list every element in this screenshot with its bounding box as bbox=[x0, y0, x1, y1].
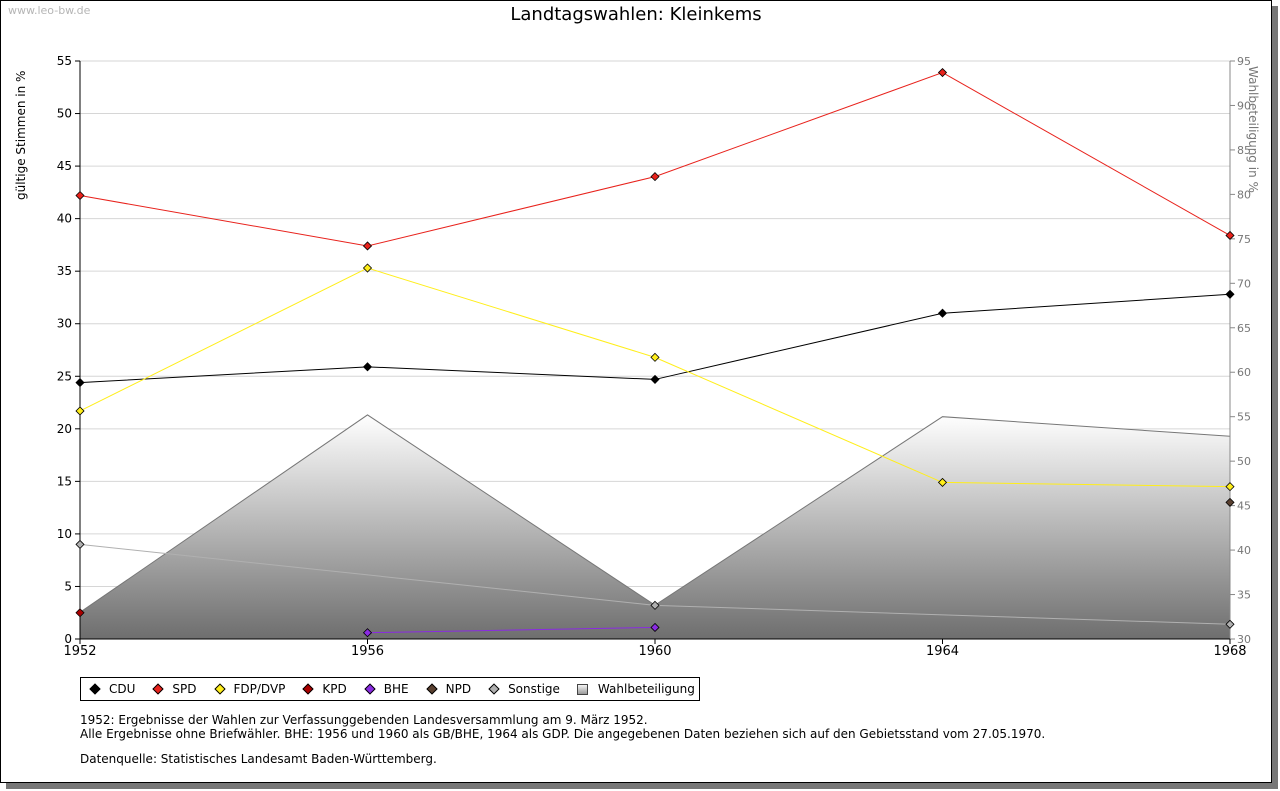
legend-item-npd: NPD bbox=[424, 682, 471, 696]
y-tick-label-25: 25 bbox=[57, 369, 72, 383]
point-fdp-dvp-1952 bbox=[75, 406, 85, 416]
point-sonstige-1952 bbox=[75, 539, 85, 549]
y-tick-label-15: 15 bbox=[57, 474, 72, 488]
legend-label-fdp-dvp: FDP/DVP bbox=[233, 682, 286, 696]
legend-item-wahlbeteiligung: Wahlbeteiligung bbox=[575, 682, 695, 696]
watermark: www.leo-bw.de bbox=[8, 4, 91, 17]
frame-shadow-bottom bbox=[6, 783, 1278, 789]
point-cdu-1968 bbox=[1225, 289, 1235, 299]
point-spd-1968 bbox=[1225, 230, 1235, 241]
point-spd-1956 bbox=[362, 241, 373, 251]
y2-tick-label-40: 40 bbox=[1237, 544, 1251, 557]
point-fdp-dvp-1956 bbox=[362, 263, 373, 273]
legend-marker-sonstige bbox=[488, 683, 500, 695]
tick-labels: 0 5 10 15 20 25 30 35 40 45 50 55 30 35 40 45 50 55 60 65 70… bbox=[57, 54, 1251, 659]
legend-label-wahlbeteiligung: Wahlbeteiligung bbox=[597, 682, 695, 696]
legend-label-npd: NPD bbox=[445, 682, 472, 696]
y2-tick-label-50: 50 bbox=[1237, 455, 1251, 468]
point-sonstige-1960 bbox=[650, 600, 660, 610]
y2-tick-label-80: 80 bbox=[1237, 188, 1251, 201]
y-tick-label-50: 50 bbox=[57, 107, 72, 121]
legend-label-cdu: CDU bbox=[109, 682, 136, 696]
legend-label-spd: SPD bbox=[172, 682, 197, 696]
point-cdu-1964 bbox=[937, 308, 948, 318]
point-fdp-dvp-1960 bbox=[650, 352, 660, 362]
area-wahlbeteiligung bbox=[80, 414, 1230, 639]
legend-item-kpd: KPD bbox=[300, 682, 347, 696]
y2-tick-label-85: 85 bbox=[1237, 144, 1251, 157]
series-line-spd bbox=[79, 72, 1231, 247]
y-tick-label-10: 10 bbox=[57, 527, 72, 541]
legend-label-kpd: KPD bbox=[322, 682, 347, 696]
footnote-1952: 1952: Ergebnisse der Wahlen zur Verfassu… bbox=[80, 713, 648, 727]
frame-shadow-right bbox=[1272, 6, 1278, 789]
y-tick-label-20: 20 bbox=[57, 422, 72, 436]
y2-tick-label-35: 35 bbox=[1237, 589, 1251, 602]
footnote-general: Alle Ergebnisse ohne Briefwähler. BHE: 1… bbox=[80, 727, 1046, 741]
legend-marker-npd bbox=[425, 683, 438, 695]
point-cdu-1956 bbox=[362, 362, 373, 372]
legend-item-bhe: BHE bbox=[362, 682, 409, 696]
legend-label-bhe: BHE bbox=[383, 682, 409, 696]
y2-tick-label-60: 60 bbox=[1237, 366, 1251, 379]
legend-label-sonstige: Sonstige bbox=[508, 682, 560, 696]
point-bhe-1956 bbox=[362, 628, 373, 638]
point-bhe-1960 bbox=[650, 622, 660, 633]
series-line-cdu bbox=[79, 293, 1231, 384]
legend-marker-cdu bbox=[89, 683, 101, 695]
point-sonstige-1968 bbox=[1225, 619, 1235, 629]
legend-marker-fdp-dvp bbox=[213, 683, 226, 695]
y2-tick-label-70: 70 bbox=[1237, 277, 1251, 290]
y2-tick-label-65: 65 bbox=[1237, 322, 1251, 335]
legend-item-sonstige: Sonstige bbox=[486, 682, 560, 696]
y2-tick-label-75: 75 bbox=[1237, 233, 1251, 246]
series-line-bhe bbox=[367, 626, 656, 634]
x-tick-label-1968: 1968 bbox=[1213, 644, 1246, 659]
y-tick-label-55: 55 bbox=[57, 54, 72, 68]
legend-marker-spd bbox=[152, 683, 165, 695]
point-spd-1952 bbox=[75, 190, 85, 201]
point-npd-1968 bbox=[1225, 497, 1235, 507]
point-spd-1964 bbox=[937, 67, 948, 78]
series-points bbox=[75, 67, 1235, 638]
point-fdp-dvp-1968 bbox=[1225, 482, 1235, 492]
y-tick-label-45: 45 bbox=[57, 159, 72, 173]
data-source: Datenquelle: Statistisches Landesamt Bad… bbox=[80, 752, 437, 766]
y2-tick-label-30: 30 bbox=[1237, 633, 1251, 646]
legend-item-spd: SPD bbox=[150, 682, 197, 696]
point-spd-1960 bbox=[650, 172, 660, 182]
point-kpd-1952 bbox=[75, 608, 85, 618]
y-tick-label-0: 0 bbox=[64, 632, 72, 646]
point-fdp-dvp-1964 bbox=[937, 477, 948, 487]
footnotes: 1952: Ergebnisse der Wahlen zur Verfassu… bbox=[80, 713, 1045, 741]
y-tick-label-35: 35 bbox=[57, 264, 72, 278]
legend-item-cdu: CDU bbox=[87, 682, 135, 696]
y-tick-label-5: 5 bbox=[64, 579, 72, 593]
y2-tick-label-45: 45 bbox=[1237, 500, 1251, 513]
y2-tick-label-95: 95 bbox=[1237, 55, 1251, 68]
x-tick-label-1960: 1960 bbox=[638, 644, 671, 659]
point-cdu-1952 bbox=[75, 378, 85, 388]
y2-tick-label-55: 55 bbox=[1237, 411, 1251, 424]
legend-item-fdp-dvp: FDP/DVP bbox=[212, 682, 286, 696]
legend-marker-kpd bbox=[302, 683, 315, 695]
y-tick-label-30: 30 bbox=[57, 317, 72, 331]
x-tick-label-1952: 1952 bbox=[63, 644, 96, 659]
legend-marker-bhe bbox=[364, 683, 376, 695]
y-tick-label-40: 40 bbox=[57, 212, 72, 226]
chart-title: Landtagswahlen: Kleinkems bbox=[510, 4, 762, 25]
point-cdu-1960 bbox=[650, 374, 660, 384]
legend-marker-wahlbeteiligung bbox=[576, 683, 588, 695]
x-tick-label-1964: 1964 bbox=[926, 644, 959, 659]
y2-tick-label-90: 90 bbox=[1237, 99, 1251, 112]
x-tick-label-1956: 1956 bbox=[351, 644, 384, 659]
legend: CDU SPD FDP/DVP KPD BHE NPD Sonstige Wah… bbox=[80, 677, 700, 701]
